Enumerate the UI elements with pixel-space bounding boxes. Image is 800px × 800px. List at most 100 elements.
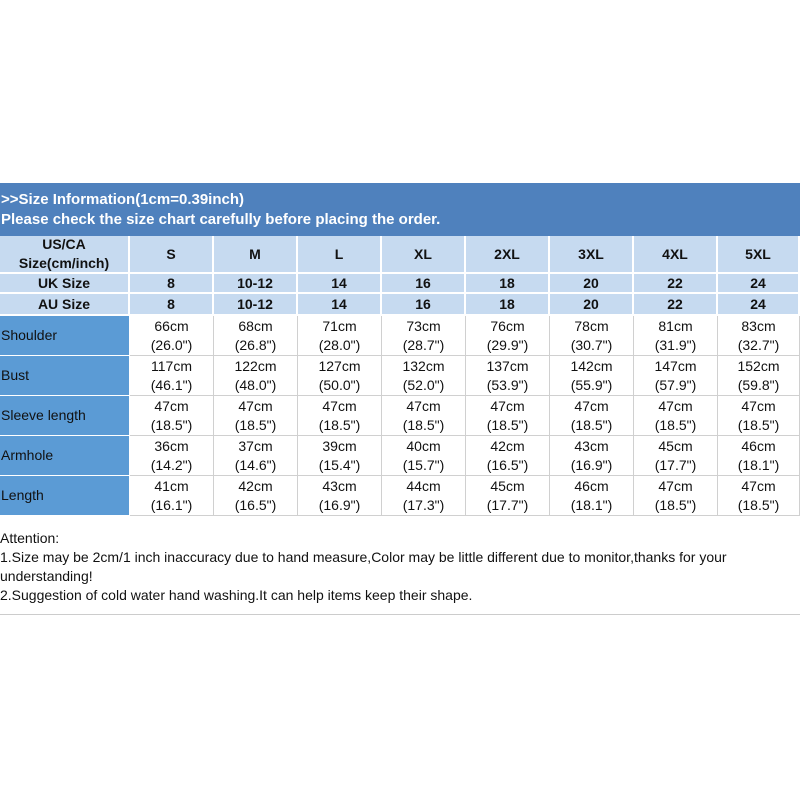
measure-cell: 47cm (18.5") (634, 476, 718, 516)
cell-text: (28.0") (318, 336, 361, 353)
size-header: L (298, 236, 382, 274)
cell-text: (16.1") (150, 496, 193, 513)
cell-text: (55.9") (570, 376, 613, 393)
cell-text: (32.7") (737, 336, 780, 353)
cell-text: (18.5") (402, 416, 445, 433)
cell-text: AU Size (37, 295, 91, 312)
row-label: Sleeve length (0, 396, 130, 436)
cell-text: (18.1") (570, 496, 613, 513)
notes: Attention: 1.Size may be 2cm/1 inch inac… (0, 529, 775, 605)
cell-text: 22 (667, 274, 683, 291)
row-label: Armhole (0, 436, 130, 476)
cell-text: 20 (583, 274, 599, 291)
size-header: 5XL (718, 236, 800, 274)
notes-title: Attention: (0, 530, 60, 546)
measure-cell: 137cm (53.9") (466, 356, 550, 396)
cell-text: Size(cm/inch) (18, 255, 110, 271)
measure-cell: 132cm (52.0") (382, 356, 466, 396)
region-size: 16 (382, 274, 466, 294)
measure-cell: 71cm (28.0") (298, 316, 382, 356)
note: 2.Suggestion of cold water hand washing.… (0, 587, 473, 603)
cell-text: 47cm (154, 397, 189, 414)
cell-text: 81cm (658, 317, 693, 334)
cell-text: 132cm (402, 357, 445, 374)
cell-text: (18.5") (570, 416, 613, 433)
cell-text: (15.7") (402, 456, 445, 473)
cell-text: 66cm (154, 317, 189, 334)
row-label: Bust (0, 356, 130, 396)
region-size: 18 (466, 274, 550, 294)
measure-cell: 66cm (26.0") (130, 316, 214, 356)
measure-cell: 43cm (16.9") (550, 436, 634, 476)
cell-text: 10-12 (237, 274, 273, 291)
cell-text: 78cm (574, 317, 609, 334)
cell-text: (17.7") (486, 496, 529, 513)
cell-text: (57.9") (654, 376, 697, 393)
cell-text: (26.8") (234, 336, 277, 353)
cell-text: 39cm (322, 437, 357, 454)
cell-text: 18 (499, 295, 515, 312)
measure-cell: 41cm (16.1") (130, 476, 214, 516)
header-label: US/CA Size(cm/inch) (0, 236, 130, 274)
cell-text: (16.5") (234, 496, 277, 513)
cell-text: (17.7") (654, 456, 697, 473)
row-label: Shoulder (0, 316, 130, 356)
region-size: 22 (634, 274, 718, 294)
cell-text: 137cm (486, 357, 529, 374)
cell-text: 14 (331, 274, 347, 291)
cell-text: 40cm (406, 437, 441, 454)
cell-text: (18.5") (150, 416, 193, 433)
cell-text: 47cm (658, 397, 693, 414)
cell-text: 122cm (234, 357, 277, 374)
cell-text: UK Size (37, 274, 91, 291)
cell-text: (18.1") (737, 456, 780, 473)
measure-cell: 42cm (16.5") (214, 476, 298, 516)
measure-cell: 47cm (18.5") (382, 396, 466, 436)
cell-text: 8 (167, 274, 175, 291)
cell-text: 83cm (741, 317, 776, 334)
measure-cell: 142cm (55.9") (550, 356, 634, 396)
measure-cell: 47cm (18.5") (718, 396, 800, 436)
cell-text: 47cm (741, 397, 776, 414)
cell-text: (18.5") (737, 416, 780, 433)
cell-text: (59.8") (737, 376, 780, 393)
cell-text: (28.7") (402, 336, 445, 353)
measure-cell: 117cm (46.1") (130, 356, 214, 396)
cell-text: (26.0") (150, 336, 193, 353)
region-label: UK Size (0, 274, 130, 294)
size-header: 3XL (550, 236, 634, 274)
cell-text: 46cm (574, 477, 609, 494)
region-size: 14 (298, 274, 382, 294)
measure-cell: 40cm (15.7") (382, 436, 466, 476)
region-size: 24 (718, 294, 800, 316)
cell-text: 47cm (322, 397, 357, 414)
cell-text: 42cm (490, 437, 525, 454)
cell-text: 43cm (322, 477, 357, 494)
measure-cell: 47cm (18.5") (298, 396, 382, 436)
region-size: 24 (718, 274, 800, 294)
cell-text: 142cm (570, 357, 613, 374)
banner-line: Please check the size chart carefully be… (1, 211, 441, 228)
measure-cell: 45cm (17.7") (634, 436, 718, 476)
size-header: 2XL (466, 236, 550, 274)
cell-text: 127cm (318, 357, 361, 374)
cell-text: (16.5") (486, 456, 529, 473)
cell-text: 47cm (574, 397, 609, 414)
cell-text: 18 (499, 274, 515, 291)
measure-cell: 42cm (16.5") (466, 436, 550, 476)
cell-text: 37cm (238, 437, 273, 454)
region-size: 14 (298, 294, 382, 316)
measure-cell: 76cm (29.9") (466, 316, 550, 356)
cell-text: 47cm (238, 397, 273, 414)
cell-text: 73cm (406, 317, 441, 334)
size-header: S (130, 236, 214, 274)
cell-text: (16.9") (570, 456, 613, 473)
cell-text: (18.5") (654, 496, 697, 513)
region-size: 22 (634, 294, 718, 316)
cell-text: (50.0") (318, 376, 361, 393)
cell-text: 22 (667, 295, 683, 312)
cell-text: S (166, 245, 176, 262)
measure-cell: 43cm (16.9") (298, 476, 382, 516)
cell-text: (18.5") (234, 416, 277, 433)
cell-text: 24 (750, 295, 766, 312)
